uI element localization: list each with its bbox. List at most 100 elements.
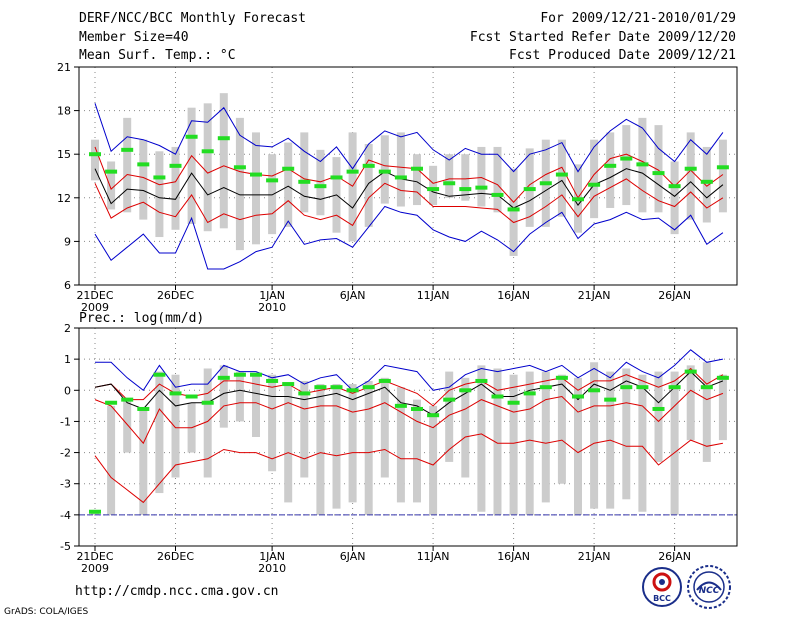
- spread-box: [187, 107, 196, 224]
- spread-box: [203, 103, 212, 232]
- median-mark: [298, 391, 311, 396]
- spread-box: [686, 365, 695, 441]
- median-mark: [201, 149, 214, 154]
- source-url[interactable]: http://cmdp.ncc.cma.gov.cn: [75, 584, 279, 599]
- median-mark: [604, 397, 617, 402]
- spread-box: [461, 154, 470, 201]
- median-mark: [330, 385, 343, 390]
- grads-credit: GrADS: COLA/IGES: [4, 607, 88, 617]
- x-tick-label: 26DEC: [157, 550, 194, 563]
- spread-box: [654, 125, 663, 213]
- spread-box: [557, 374, 566, 484]
- spread-box: [107, 405, 116, 515]
- median-mark: [169, 163, 182, 168]
- y-tick-label: -1: [60, 415, 71, 428]
- median-mark: [684, 369, 697, 374]
- spread-box: [541, 371, 550, 503]
- spread-box: [702, 146, 711, 223]
- median-mark: [394, 175, 407, 180]
- median-mark: [475, 185, 488, 190]
- variable-label: Mean Surf. Temp.: °C: [79, 48, 236, 63]
- plot-frame: [78, 327, 738, 547]
- series-line-max: [95, 349, 723, 392]
- series-line-lower: [94, 178, 724, 227]
- started-date: Fcst Started Refer Date 2009/12/20: [469, 30, 736, 45]
- median-mark: [636, 162, 649, 167]
- median-mark: [668, 184, 681, 189]
- spread-box: [380, 135, 389, 204]
- median-mark: [105, 400, 118, 405]
- x-tick-label: 11JAN: [417, 550, 450, 563]
- spread-box: [380, 377, 389, 478]
- bcc-logo-text: BCC: [653, 594, 671, 603]
- chart-title: DERF/NCC/BCC Monthly Forecast: [79, 11, 306, 26]
- spread-box: [396, 132, 405, 207]
- median-mark: [684, 166, 697, 171]
- x-tick-label: 21JAN: [578, 289, 611, 302]
- spread-box: [139, 139, 148, 220]
- spread-box: [557, 139, 566, 217]
- median-mark: [700, 179, 713, 184]
- spread-box: [590, 362, 599, 509]
- x-tick-label: 6JAN: [340, 289, 366, 302]
- median-mark: [153, 372, 166, 377]
- forecast-period: For 2009/12/21-2010/01/29: [540, 11, 736, 26]
- y-tick-label: 0: [64, 384, 71, 397]
- median-mark: [459, 187, 472, 192]
- median-mark: [620, 156, 633, 161]
- series-line-mean: [94, 370, 724, 416]
- median-mark: [137, 406, 150, 411]
- median-mark: [572, 394, 584, 399]
- x-tick-year: 2009: [81, 301, 109, 314]
- median-mark: [523, 391, 536, 396]
- median-mark: [539, 385, 552, 390]
- y-tick-label: 21: [57, 61, 71, 74]
- median-mark: [411, 166, 423, 171]
- spread-box: [300, 380, 309, 478]
- median-mark: [700, 385, 713, 390]
- spread-box: [332, 384, 341, 509]
- spread-box: [139, 408, 148, 515]
- series-line-upper: [94, 367, 724, 407]
- median-mark: [250, 172, 262, 177]
- median-mark: [233, 165, 246, 170]
- spread-box: [235, 117, 244, 251]
- median-mark: [153, 175, 166, 180]
- x-tick-label: 16JAN: [497, 550, 530, 563]
- x-tick-label: 1JAN: [259, 289, 285, 302]
- median-mark: [555, 172, 568, 177]
- spread-box: [235, 371, 244, 422]
- median-mark: [604, 163, 617, 168]
- spread-box: [219, 365, 228, 428]
- x-tick-label: 26JAN: [658, 289, 691, 302]
- median-mark: [475, 378, 488, 383]
- median-mark: [362, 385, 375, 390]
- median-mark: [716, 375, 729, 380]
- series-line-min: [94, 433, 723, 504]
- spread-box: [300, 132, 309, 213]
- median-mark: [491, 394, 504, 399]
- y-tick-label: 2: [64, 322, 71, 335]
- median-mark: [314, 184, 327, 189]
- median-mark: [266, 178, 279, 183]
- y-tick-label: 12: [57, 192, 71, 205]
- spread-box: [91, 139, 99, 181]
- median-mark: [378, 378, 391, 383]
- spread-box: [268, 154, 277, 235]
- spread-box: [509, 168, 518, 256]
- median-mark: [121, 147, 134, 152]
- spread-box: [493, 368, 502, 515]
- median-mark: [185, 134, 198, 139]
- median-mark: [427, 187, 440, 192]
- median-mark: [250, 372, 262, 377]
- median-mark: [588, 388, 601, 393]
- y-tick-label: 18: [57, 105, 71, 118]
- spread-box: [413, 154, 421, 206]
- median-mark: [555, 375, 568, 380]
- x-tick-label: 26JAN: [658, 550, 691, 563]
- spread-box: [203, 368, 212, 478]
- spread-box: [702, 362, 711, 462]
- spread-box: [638, 374, 647, 512]
- spread-box: [413, 399, 421, 503]
